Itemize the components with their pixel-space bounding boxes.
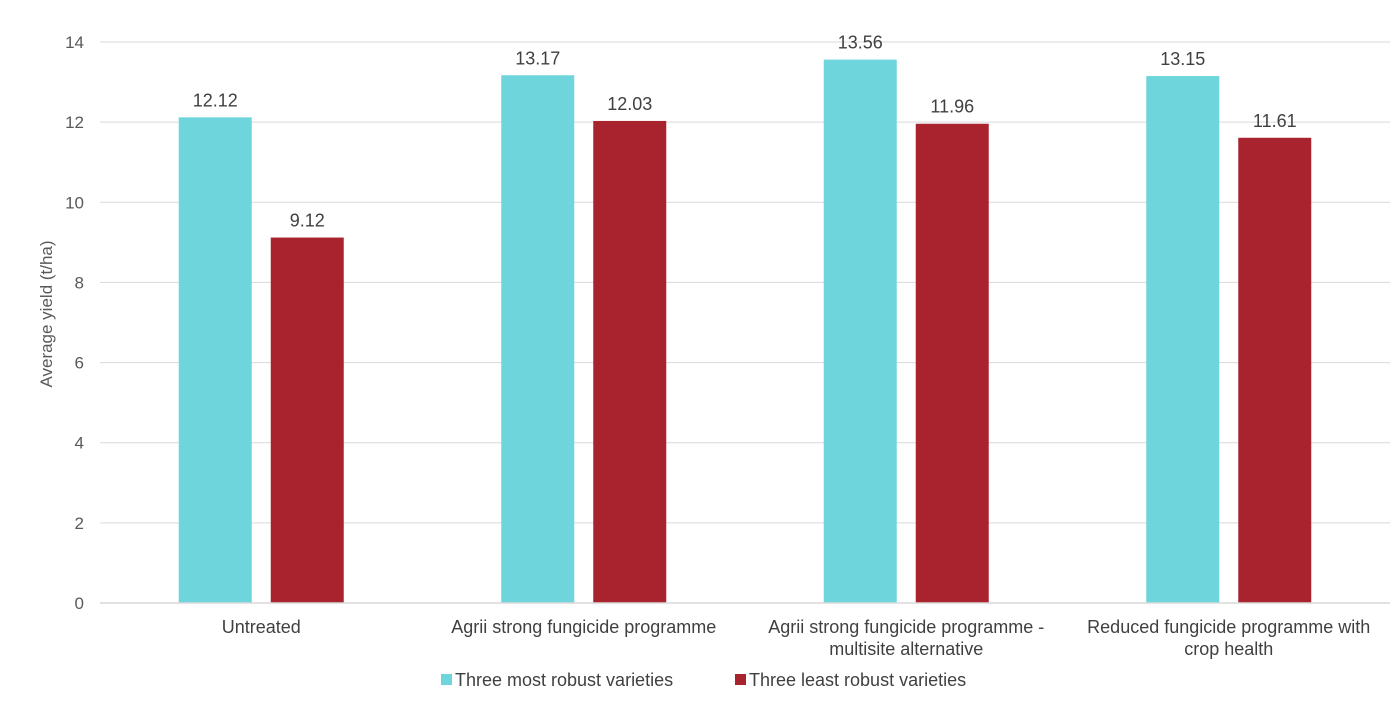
bar-s0-c2 [823, 59, 897, 604]
bar-s1-c1 [593, 120, 667, 604]
legend: Three most robust varieties Three least r… [441, 670, 966, 690]
bar-s0-c1 [501, 75, 575, 604]
legend-swatch-1 [735, 674, 746, 685]
category-labels: Untreated Agrii strong fungicide programm… [222, 617, 1371, 659]
bars [178, 59, 1312, 604]
data-label-s0-c2: 13.56 [838, 33, 883, 53]
category-label-3-line-0: Reduced fungicide programme with [1087, 617, 1370, 637]
y-tick-label-8: 8 [75, 273, 84, 292]
category-label-0-line-0: Untreated [222, 617, 301, 637]
y-axis-ticks: 0 2 4 6 8 10 12 14 [65, 33, 84, 613]
legend-swatch-0 [441, 674, 452, 685]
y-tick-label-4: 4 [75, 434, 84, 453]
bar-s1-c3 [1238, 137, 1312, 603]
category-label-1-line-0: Agrii strong fungicide programme [451, 617, 716, 637]
y-tick-label-0: 0 [75, 594, 84, 613]
legend-label-1: Three least robust varieties [749, 670, 966, 690]
y-tick-label-2: 2 [75, 514, 84, 533]
legend-label-0: Three most robust varieties [455, 670, 673, 690]
data-label-s1-c3: 11.61 [1253, 111, 1297, 131]
bar-s1-c0 [270, 237, 344, 603]
data-label-s0-c1: 13.17 [515, 48, 560, 68]
y-tick-label-14: 14 [65, 33, 84, 52]
y-axis-title: Average yield (t/ha) [37, 240, 56, 387]
data-label-s1-c1: 12.03 [607, 94, 652, 114]
category-label-3-line-1: crop health [1184, 639, 1273, 659]
y-tick-label-12: 12 [65, 113, 84, 132]
bar-s0-c3 [1146, 76, 1220, 603]
y-tick-label-10: 10 [65, 193, 84, 212]
bar-s1-c2 [915, 123, 989, 603]
data-label-s0-c3: 13.15 [1160, 49, 1205, 69]
category-label-2-line-0: Agrii strong fungicide programme - [768, 617, 1044, 637]
data-label-s1-c2: 11.96 [930, 97, 974, 117]
bar-s0-c0 [178, 117, 252, 603]
category-label-2-line-1: multisite alternative [829, 639, 983, 659]
data-label-s0-c0: 12.12 [193, 90, 238, 110]
data-labels: 12.12 9.12 13.17 12.03 13.56 11.96 13.15 11.61 [193, 33, 1297, 231]
data-label-s1-c0: 9.12 [290, 211, 325, 231]
y-tick-label-6: 6 [75, 354, 84, 373]
